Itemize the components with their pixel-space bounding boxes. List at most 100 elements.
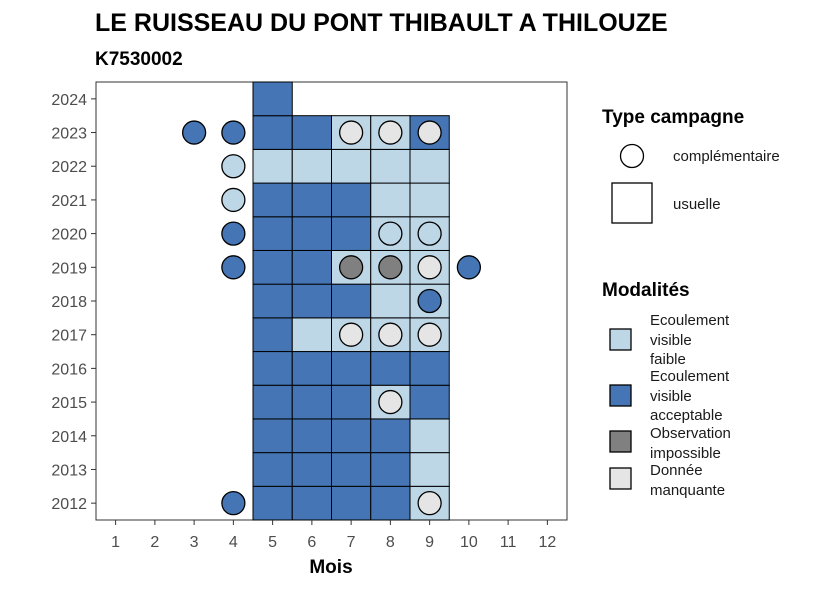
point-2020-4: [221, 221, 246, 246]
legend-circle-key: [619, 143, 645, 169]
tile-2016-6: [291, 351, 332, 386]
tile-2013-5: [252, 452, 293, 487]
legend-key-acceptable: [609, 384, 632, 407]
x-tick-label: 12: [538, 534, 556, 551]
legend-type-title: Type campagne: [602, 107, 744, 128]
tile-2021-8: [370, 182, 411, 218]
tile-2016-5: [252, 351, 293, 386]
tile-2018-5: [252, 283, 293, 319]
y-tick-label: 2012: [51, 496, 87, 513]
point-2020-8: [378, 221, 403, 246]
tile-2013-7: [331, 452, 372, 487]
legend-modalite-label: Ecoulement: [650, 368, 730, 385]
tile-2015-9: [409, 384, 450, 420]
tile-2016-7: [331, 351, 372, 386]
tile-2020-7: [331, 216, 372, 251]
legend-square-key: [611, 182, 653, 224]
tile-2023-6: [291, 115, 332, 150]
legend-modalite-label: visible: [650, 332, 692, 349]
x-tick-label: 2: [150, 534, 159, 551]
point-2017-8: [378, 322, 403, 347]
x-tick-label: 9: [425, 534, 434, 551]
tile-2016-8: [370, 351, 411, 386]
point-2023-3: [181, 120, 207, 145]
legend-type-label: usuelle: [673, 196, 721, 213]
point-2012-9: [417, 491, 442, 516]
legend-key-faible: [609, 328, 632, 351]
tile-2017-6: [291, 317, 332, 353]
point-2019-10: [456, 255, 482, 280]
tile-2016-9: [409, 351, 450, 386]
tile-2018-7: [331, 283, 372, 319]
tile-2012-5: [252, 485, 293, 521]
legend-key-manquante: [609, 467, 632, 490]
x-tick-label: 1: [111, 534, 120, 551]
tile-2023-5: [252, 115, 293, 150]
point-2019-9: [417, 255, 442, 280]
x-tick-label: 8: [386, 534, 395, 551]
tile-2015-5: [252, 384, 293, 420]
tile-2017-5: [252, 317, 293, 353]
tile-2014-5: [252, 418, 293, 454]
tile-2021-5: [252, 182, 293, 218]
tile-2019-6: [291, 249, 332, 285]
point-2023-8: [378, 120, 403, 145]
tile-2013-9: [409, 452, 450, 487]
tile-2013-8: [370, 452, 411, 487]
x-tick-label: 7: [347, 534, 356, 551]
legend-modalite-label: faible: [650, 351, 686, 368]
x-tick-label: 5: [268, 534, 277, 551]
tile-2019-5: [252, 249, 293, 285]
y-tick-label: 2019: [51, 260, 87, 277]
point-2019-4: [221, 255, 246, 280]
chart-title: LE RUISSEAU DU PONT THIBAULT A THILOUZE: [95, 9, 668, 37]
tile-2015-7: [331, 384, 372, 420]
y-tick-label: 2022: [51, 159, 87, 176]
legend-modalite-label: Donnée: [650, 462, 703, 479]
tile-2012-8: [370, 485, 411, 521]
x-axis-ticks: 1 2 3 4 5 6 7 8 9 10 11 12: [111, 520, 556, 551]
tile-2021-9: [409, 182, 450, 218]
point-2020-9: [417, 221, 442, 246]
x-tick-label: 3: [190, 534, 199, 551]
y-tick-label: 2023: [51, 126, 87, 143]
tile-2020-5: [252, 216, 293, 251]
legend-modalite-label: Ecoulement: [650, 312, 730, 329]
tile-2024-5: [252, 81, 293, 117]
tile-2014-8: [370, 418, 411, 454]
point-2021-4: [221, 187, 246, 213]
y-tick-label: 2016: [51, 361, 87, 378]
tile-2013-6: [291, 452, 332, 487]
legend-modalite-label: manquante: [650, 482, 725, 499]
tile-2022-8: [370, 148, 411, 184]
tile-2012-6: [291, 485, 332, 521]
point-2015-8: [378, 389, 403, 415]
legend-key-impossible: [609, 430, 632, 453]
point-2017-7: [338, 322, 364, 347]
y-tick-label: 2018: [51, 294, 87, 311]
tile-2015-6: [291, 384, 332, 420]
tile-2014-7: [331, 418, 372, 454]
legend-modalite-label: Observation: [650, 425, 731, 442]
tile-2014-6: [291, 418, 332, 454]
y-tick-label: 2017: [51, 328, 87, 345]
tile-2018-8: [370, 283, 411, 319]
point-2018-9: [417, 288, 442, 314]
legend-type-items: complémentaire usuelle: [611, 143, 780, 224]
point-2017-9: [417, 322, 442, 347]
tile-2021-6: [291, 182, 332, 218]
point-2012-4: [221, 491, 246, 516]
point-2022-4: [221, 154, 246, 179]
y-tick-label: 2021: [51, 193, 87, 210]
legend-modalite-label: impossible: [650, 445, 721, 462]
y-tick-label: 2015: [51, 395, 87, 412]
tile-2022-9: [409, 148, 450, 184]
tile-2014-9: [409, 418, 450, 454]
legend-modalite-label: acceptable: [650, 407, 723, 424]
x-axis-title: Mois: [309, 557, 352, 578]
tile-2020-6: [291, 216, 332, 251]
point-2019-7: [338, 255, 364, 280]
point-2023-9: [417, 120, 442, 145]
tile-2021-7: [331, 182, 372, 218]
